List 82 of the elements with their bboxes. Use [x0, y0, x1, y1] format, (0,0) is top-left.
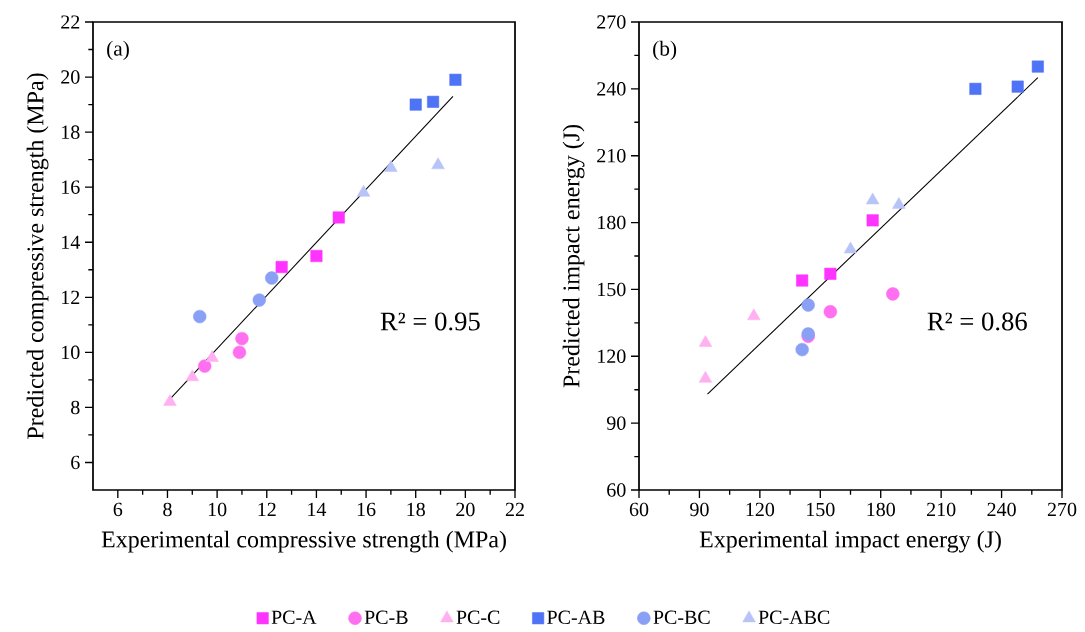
legend-label: PC-BC — [653, 610, 710, 625]
y-tick-label: 20 — [61, 70, 80, 84]
point — [205, 350, 219, 362]
y-tick-label: 16 — [62, 180, 80, 194]
point — [795, 342, 809, 357]
point — [356, 185, 371, 197]
point — [185, 369, 199, 382]
y-axis-title: Predicted compressive strength (MPa) — [26, 73, 49, 439]
point — [969, 82, 982, 95]
y-tick-label: 12 — [62, 290, 80, 304]
y-tick-label: 8 — [71, 400, 80, 415]
y-tick-label: 10 — [62, 345, 80, 360]
point — [332, 211, 345, 224]
point — [163, 394, 177, 406]
x-tick-label: 210 — [927, 502, 956, 517]
x-tick-label: 120 — [746, 502, 775, 517]
point — [193, 309, 207, 324]
x-tick-label: 14 — [308, 502, 327, 516]
y-tick-label: 210 — [597, 148, 626, 163]
point — [431, 157, 445, 170]
y-tick-label: 180 — [598, 215, 626, 230]
point — [747, 308, 761, 321]
point — [843, 241, 858, 254]
point — [232, 345, 247, 360]
point — [796, 274, 809, 287]
y-axis-title: Predicted impact energy (J) — [562, 124, 585, 388]
x-axis-title: Experimental compressive strength (MPa) — [101, 530, 506, 553]
y-tick-label: 14 — [62, 235, 80, 249]
x-axis-title: Experimental impact energy (J) — [699, 530, 1001, 553]
x-tick-label: 150 — [807, 502, 835, 517]
x-tick-label: 90 — [690, 502, 709, 517]
annotation: R² = 0.86 — [927, 312, 1027, 331]
point — [409, 98, 422, 111]
y-tick-label: 22 — [61, 15, 80, 29]
annotation: (b) — [653, 40, 677, 61]
y-tick-label: 150 — [598, 282, 626, 297]
x-tick-label: 16 — [357, 502, 376, 517]
x-tick-label: 10 — [208, 502, 227, 517]
point — [275, 261, 288, 274]
x-tick-label: 180 — [867, 502, 895, 517]
point — [886, 287, 900, 301]
x-tick-label: 20 — [456, 502, 475, 517]
point — [310, 250, 323, 262]
legend-label: PC-C — [456, 610, 500, 625]
y-tick-label: 120 — [598, 349, 626, 364]
point — [892, 197, 906, 209]
legend-label: PC-A — [271, 610, 317, 625]
legend-label: PC-AB — [547, 610, 605, 625]
y-tick-label: 240 — [597, 82, 626, 96]
x-tick-label: 6 — [113, 502, 123, 517]
y-tick-label: 90 — [606, 416, 626, 430]
point — [823, 305, 838, 319]
point — [252, 293, 266, 307]
legend-label: PC-ABC — [758, 610, 830, 625]
point — [824, 267, 837, 280]
point — [384, 160, 398, 172]
x-tick-label: 18 — [407, 502, 425, 517]
y-tick-label: 18 — [62, 125, 80, 139]
legend-label: PC-B — [364, 610, 408, 625]
point — [449, 73, 462, 86]
x-tick-label: 22 — [505, 502, 524, 516]
point — [1011, 80, 1024, 93]
y-tick-label: 6 — [71, 455, 80, 470]
point — [698, 370, 713, 383]
point — [235, 331, 249, 346]
x-tick-label: 270 — [1047, 502, 1077, 517]
x-tick-label: 12 — [258, 502, 276, 516]
annotation: R² = 0.95 — [380, 312, 480, 331]
point — [866, 192, 880, 205]
y-tick-label: 270 — [597, 15, 626, 29]
point — [265, 271, 279, 285]
y-tick-label: 60 — [607, 483, 626, 497]
x-tick-label: 8 — [163, 502, 172, 517]
point — [801, 298, 815, 312]
annotation: (a) — [107, 40, 129, 61]
point — [698, 335, 713, 347]
point — [198, 359, 212, 373]
x-tick-label: 240 — [987, 502, 1016, 517]
point — [427, 95, 440, 108]
x-tick-label: 60 — [629, 502, 649, 517]
point — [1031, 60, 1044, 73]
point — [866, 214, 879, 227]
